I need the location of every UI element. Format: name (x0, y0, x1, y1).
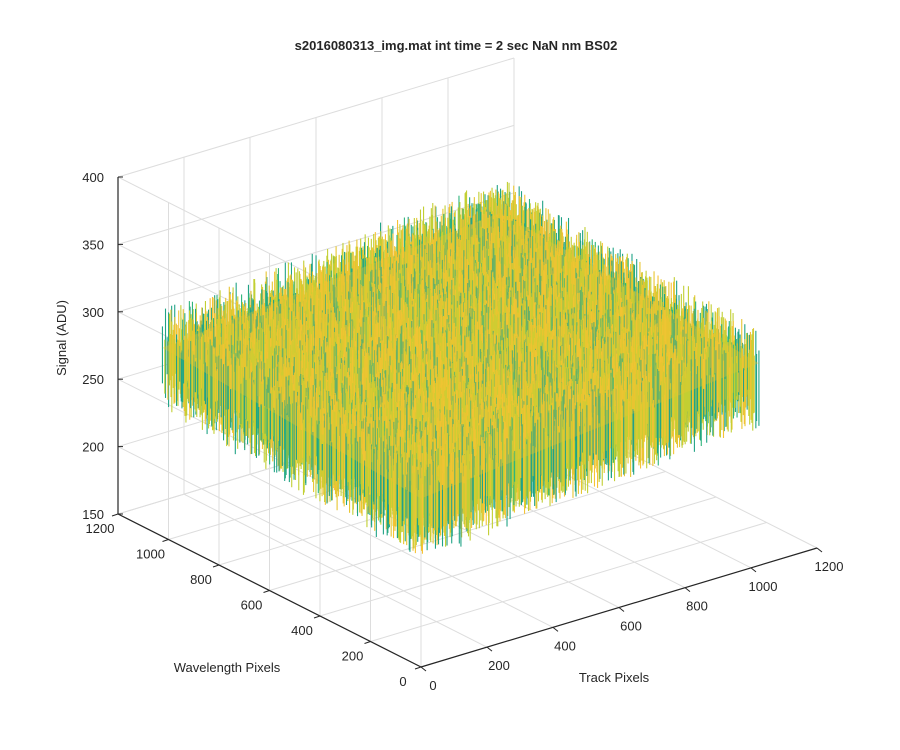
grid-line (370, 522, 767, 642)
grid-line (117, 57, 515, 178)
grid-line (117, 192, 515, 313)
grid-line (117, 124, 515, 245)
grid-line (117, 446, 422, 601)
grid-line (319, 496, 717, 617)
surface-plot (161, 181, 760, 554)
